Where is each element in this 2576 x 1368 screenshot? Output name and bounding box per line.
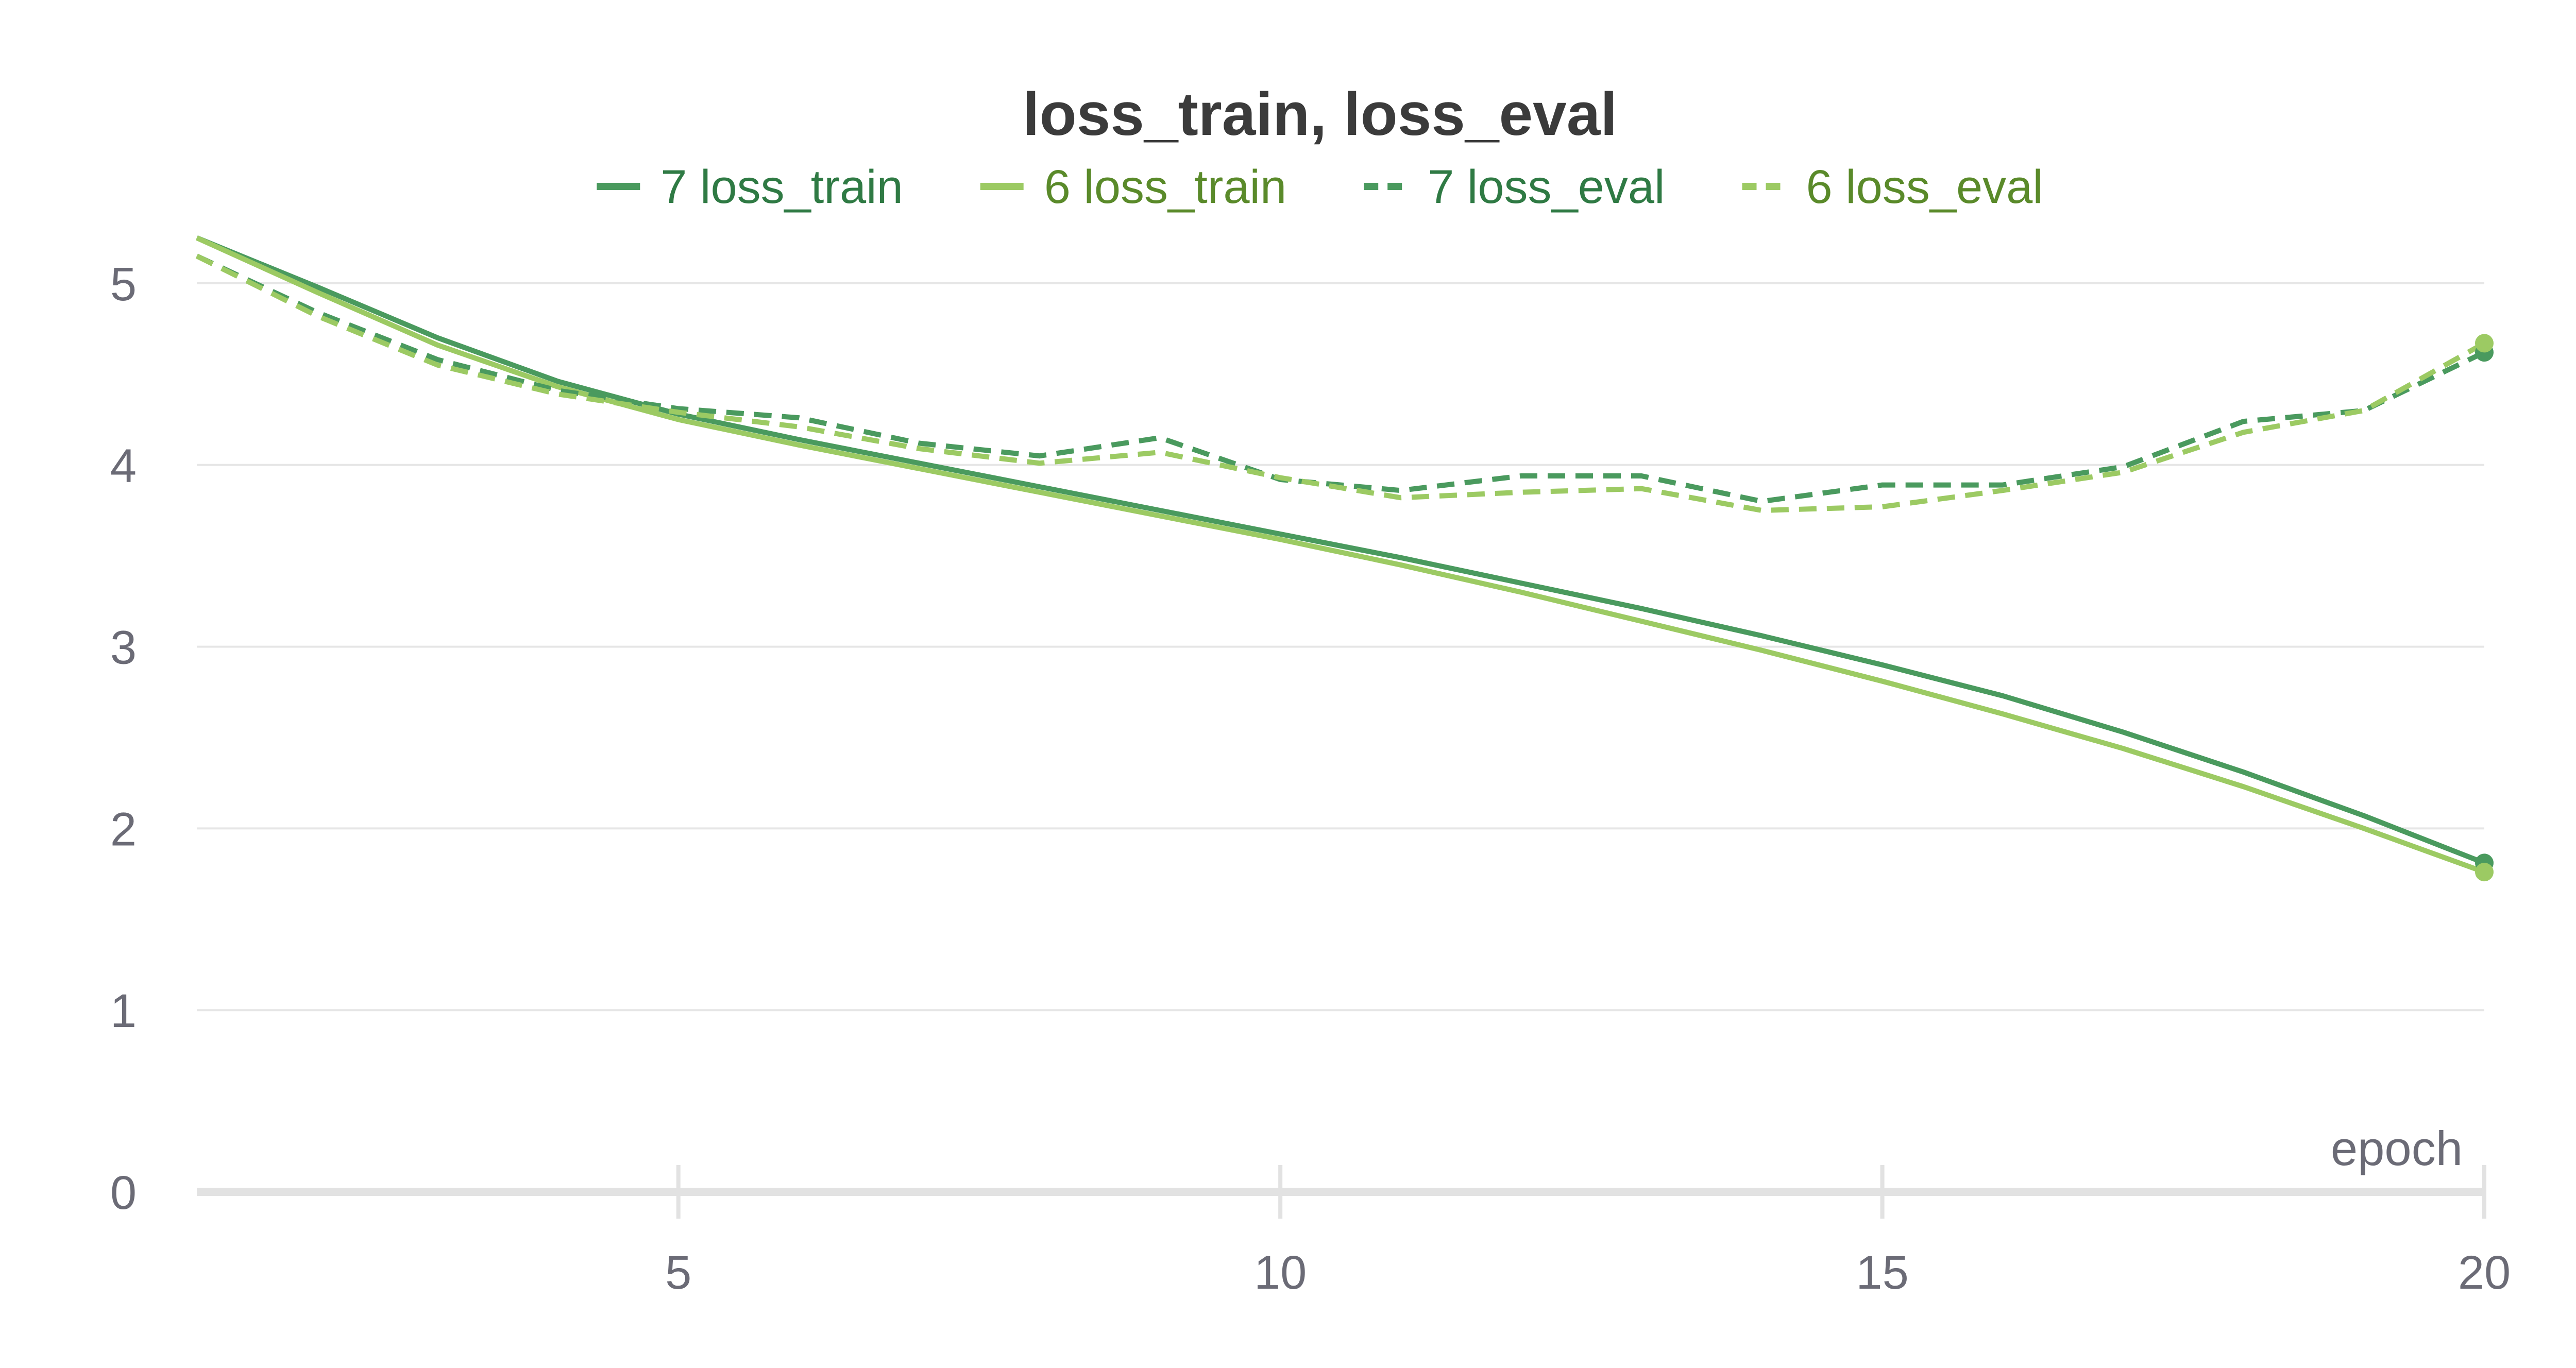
legend-label-6-loss-eval: 6 loss_eval [1806,161,2043,213]
x-axis-label: epoch [2331,1121,2463,1175]
legend-label-6-loss-train: 6 loss_train [1044,161,1286,213]
series-line-7-loss-train [196,235,2485,866]
series-lines [195,235,2486,875]
y-tick-label-3: 3 [110,622,137,674]
legend-label-7-loss-train: 7 loss_train [660,161,903,213]
legend-item-7-loss-eval[interactable]: 7 loss_eval [1364,161,1665,213]
series-end-points [2475,334,2494,882]
series-line-6-loss-eval [195,253,2486,513]
y-axis-ticks: 0 1 2 3 4 5 [110,258,137,1219]
series-end-point-6-loss-eval [2475,334,2494,353]
x-tick-label-10: 10 [1254,1246,1307,1299]
legend-item-6-loss-eval[interactable]: 6 loss_eval [1742,161,2043,213]
legend: 7 loss_train 6 loss_train 7 loss_eval 6 los… [597,161,2043,213]
legend-label-7-loss-eval: 7 loss_eval [1428,161,1665,213]
series-line-6-loss-train [195,235,2485,875]
y-tick-label-4: 4 [110,440,137,492]
x-tick-label-5: 5 [665,1246,691,1299]
y-tick-label-5: 5 [110,258,137,311]
series-line-7-loss-eval [195,253,2486,504]
chart-title: loss_train, loss_eval [1023,80,1617,148]
x-axis-ticks: 5 10 15 20 [665,1165,2511,1299]
y-tick-label-2: 2 [110,803,137,856]
x-tick-label-20: 20 [2458,1246,2511,1299]
series-end-point-6-loss-train [2475,863,2494,882]
legend-item-7-loss-train[interactable]: 7 loss_train [597,161,903,213]
legend-item-6-loss-train[interactable]: 6 loss_train [980,161,1286,213]
grid-lines [197,282,2484,1012]
x-tick-label-15: 15 [1856,1246,1908,1299]
y-tick-label-0: 0 [110,1167,137,1219]
y-tick-label-1: 1 [110,985,137,1037]
